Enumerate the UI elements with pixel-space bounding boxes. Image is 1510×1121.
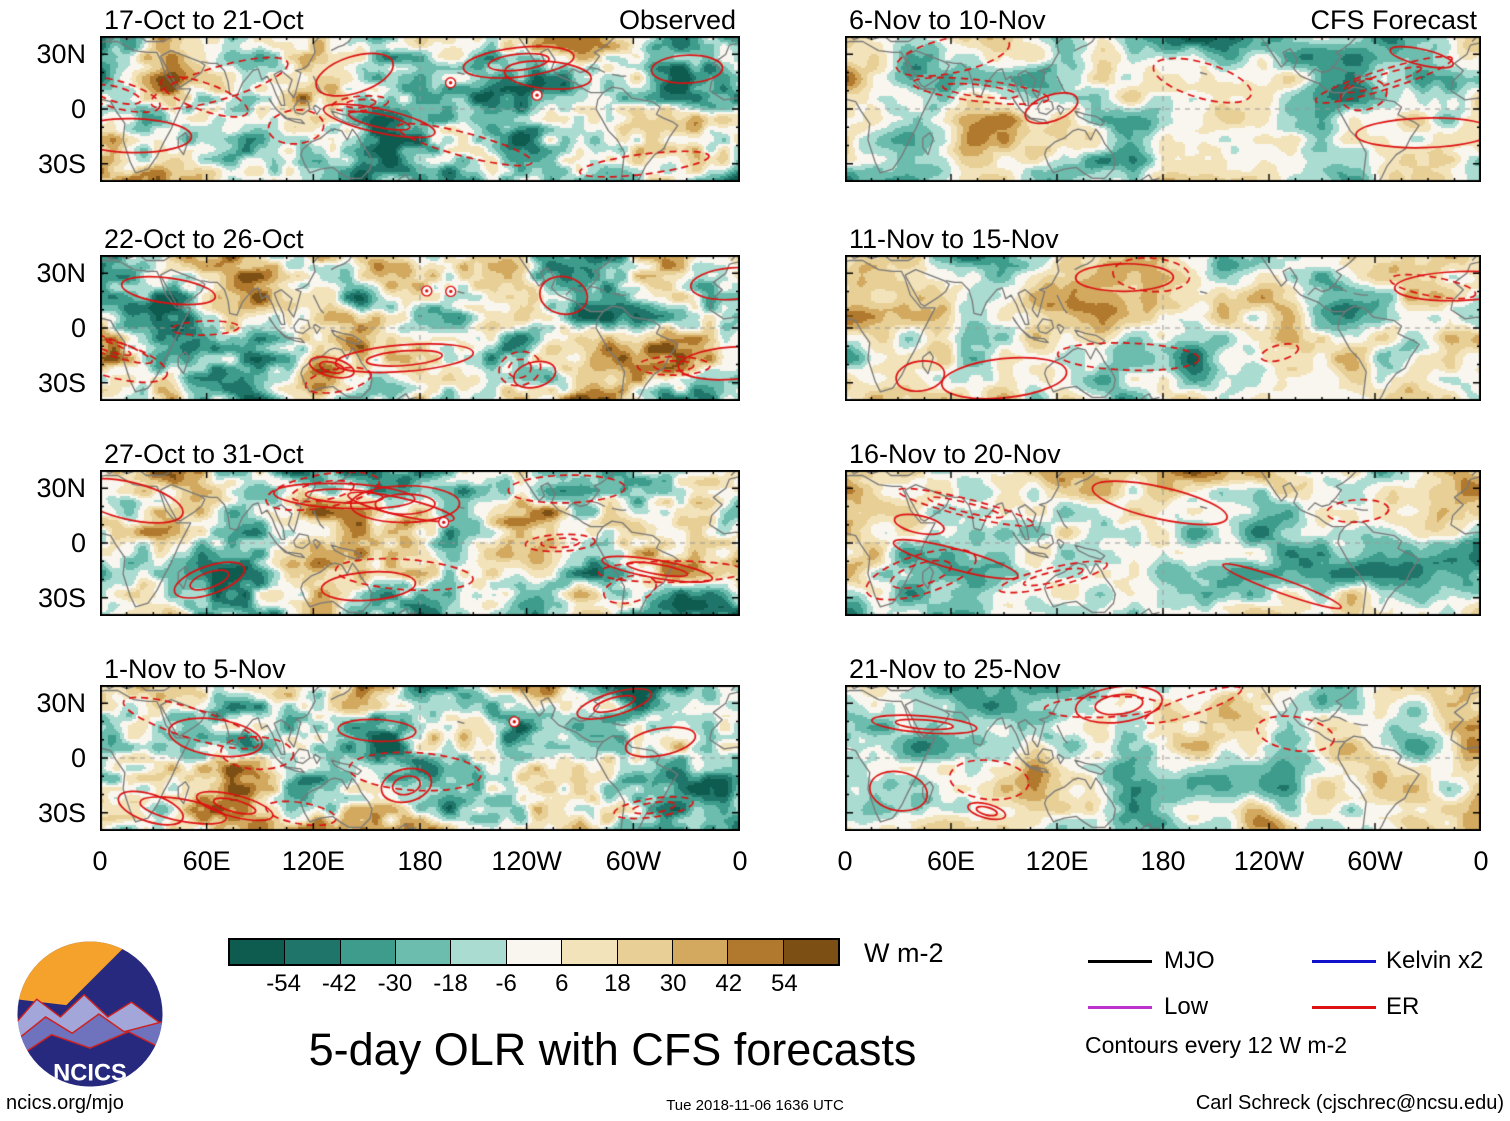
x-tick: 180 xyxy=(1140,846,1186,876)
x-tick: 0 xyxy=(837,846,853,876)
panel-title-row-3-left: 27-Oct to 31-Oct xyxy=(104,436,736,470)
logo-text: NCICS xyxy=(53,1061,127,1087)
olr-map-observed-1 xyxy=(100,36,740,182)
colorbar-swatch xyxy=(728,940,784,964)
x-tick: 0 xyxy=(1473,846,1489,876)
colorbar-labels: -54 -42 -30 -18 -6 6 18 30 42 54 xyxy=(228,970,840,998)
panel-title-row-2-left: 22-Oct to 26-Oct xyxy=(104,221,736,255)
mjo-label: MJO xyxy=(1164,947,1215,974)
mjo-line xyxy=(1088,960,1152,963)
x-tick: 60E xyxy=(926,846,976,876)
panel-period: 6-Nov to 10-Nov xyxy=(849,5,1046,35)
x-tick: 120W xyxy=(1233,846,1305,876)
low-label: Low xyxy=(1164,993,1209,1020)
panel-title-row-1-left: 17-Oct to 21-Oct Observed xyxy=(104,2,736,36)
colorbar-tick: -54 xyxy=(266,970,301,997)
olr-map-observed-4 xyxy=(100,685,740,831)
kelvin-label: Kelvin x2 xyxy=(1386,947,1484,974)
x-tick: 120E xyxy=(1025,846,1089,876)
y-tick-30n: 30N xyxy=(36,473,86,503)
x-tick: 180 xyxy=(397,846,443,876)
colorbar-tick: 30 xyxy=(659,970,687,997)
y-tick-30s: 30S xyxy=(37,149,86,179)
panel-title-row-2-right: 11-Nov to 15-Nov xyxy=(849,221,1477,255)
figure-title: 5-day OLR with CFS forecasts xyxy=(308,1024,917,1075)
olr-map-observed-3 xyxy=(100,470,740,616)
footer-url: ncics.org/mjo xyxy=(6,1092,124,1114)
logo-mountains-front xyxy=(17,1030,163,1087)
colorbar-tick: -18 xyxy=(433,970,468,997)
low-line xyxy=(1088,1006,1152,1009)
contour-interval-note: Contours every 12 W m-2 xyxy=(1085,1032,1348,1058)
panel-period: 22-Oct to 26-Oct xyxy=(104,224,304,254)
column-header-observed: Observed xyxy=(618,5,736,35)
y-tick-30s: 30S xyxy=(37,798,86,828)
x-tick: 60E xyxy=(182,846,231,876)
y-tick-0: 0 xyxy=(70,94,86,124)
olr-map-forecast-2 xyxy=(845,255,1481,401)
y-tick-30n: 30N xyxy=(36,39,86,69)
y-tick-30n: 30N xyxy=(36,688,86,718)
colorbar-tick: 18 xyxy=(604,970,631,997)
colorbar-tick: -42 xyxy=(321,970,357,997)
x-axis-right-column: 0 60E 120E 180 120W 60W 0 xyxy=(837,846,1488,880)
x-tick: 120W xyxy=(491,846,562,876)
colorbar-swatches xyxy=(228,938,840,966)
panel-period: 17-Oct to 21-Oct xyxy=(104,5,304,35)
panel-period: 11-Nov to 15-Nov xyxy=(849,224,1059,254)
colorbar-swatch xyxy=(617,940,673,964)
colorbar-swatch xyxy=(396,940,452,964)
y-tick-0: 0 xyxy=(70,743,86,773)
colorbar-swatch xyxy=(506,940,563,964)
colorbar-tick: 42 xyxy=(715,970,743,997)
x-tick: 120E xyxy=(281,846,345,876)
footer-timestamp: Tue 2018-11-06 1636 UTC xyxy=(666,1097,844,1114)
x-tick: 60W xyxy=(1347,846,1403,876)
footer-credit: Carl Schreck (cjschrec@ncsu.edu) xyxy=(1195,1092,1504,1114)
panel-title-row-4-left: 1-Nov to 5-Nov xyxy=(104,651,736,685)
colorbar-swatch xyxy=(672,940,729,964)
panel-period: 16-Nov to 20-Nov xyxy=(849,439,1061,469)
x-tick: 0 xyxy=(92,846,108,876)
colorbar-tick: 54 xyxy=(771,970,798,997)
olr-map-forecast-4 xyxy=(845,685,1481,831)
x-axis-left-column: 0 60E 120E 180 120W 60W 0 xyxy=(92,846,747,880)
colorbar-swatch xyxy=(783,940,838,964)
panel-title-row-3-right: 16-Nov to 20-Nov xyxy=(849,436,1477,470)
colorbar-tick: 6 xyxy=(555,970,569,997)
y-tick-30n: 30N xyxy=(36,258,86,288)
colorbar-tick: -30 xyxy=(377,970,413,997)
x-tick: 60W xyxy=(605,846,662,876)
panel-title-row-4-right: 21-Nov to 25-Nov xyxy=(849,651,1477,685)
panel-period: 1-Nov to 5-Nov xyxy=(104,654,286,684)
panel-period: 27-Oct to 31-Oct xyxy=(104,439,304,469)
colorbar-unit: W m-2 xyxy=(864,938,944,968)
y-tick-0: 0 xyxy=(70,313,86,343)
colorbar-swatch xyxy=(562,940,618,964)
er-line xyxy=(1312,1006,1376,1009)
er-label: ER xyxy=(1386,993,1420,1020)
colorbar-swatch xyxy=(230,940,286,964)
olr-map-forecast-1 xyxy=(845,36,1481,182)
colorbar-swatch xyxy=(285,940,341,964)
y-tick-0: 0 xyxy=(70,528,86,558)
y-tick-30s: 30S xyxy=(37,368,86,398)
colorbar-swatch xyxy=(340,940,397,964)
panel-title-row-1-right: 6-Nov to 10-Nov CFS Forecast xyxy=(849,2,1477,36)
olr-map-observed-2 xyxy=(100,255,740,401)
colorbar-tick: -6 xyxy=(495,970,517,997)
olr-map-forecast-3 xyxy=(845,470,1481,616)
panel-period: 21-Nov to 25-Nov xyxy=(849,654,1061,684)
x-tick: 0 xyxy=(732,846,748,876)
kelvin-line xyxy=(1312,960,1376,963)
y-tick-30s: 30S xyxy=(37,583,86,613)
column-header-cfs-forecast: CFS Forecast xyxy=(1310,5,1477,35)
colorbar-swatch xyxy=(451,940,507,964)
ncics-logo: NCICS xyxy=(17,941,163,1087)
